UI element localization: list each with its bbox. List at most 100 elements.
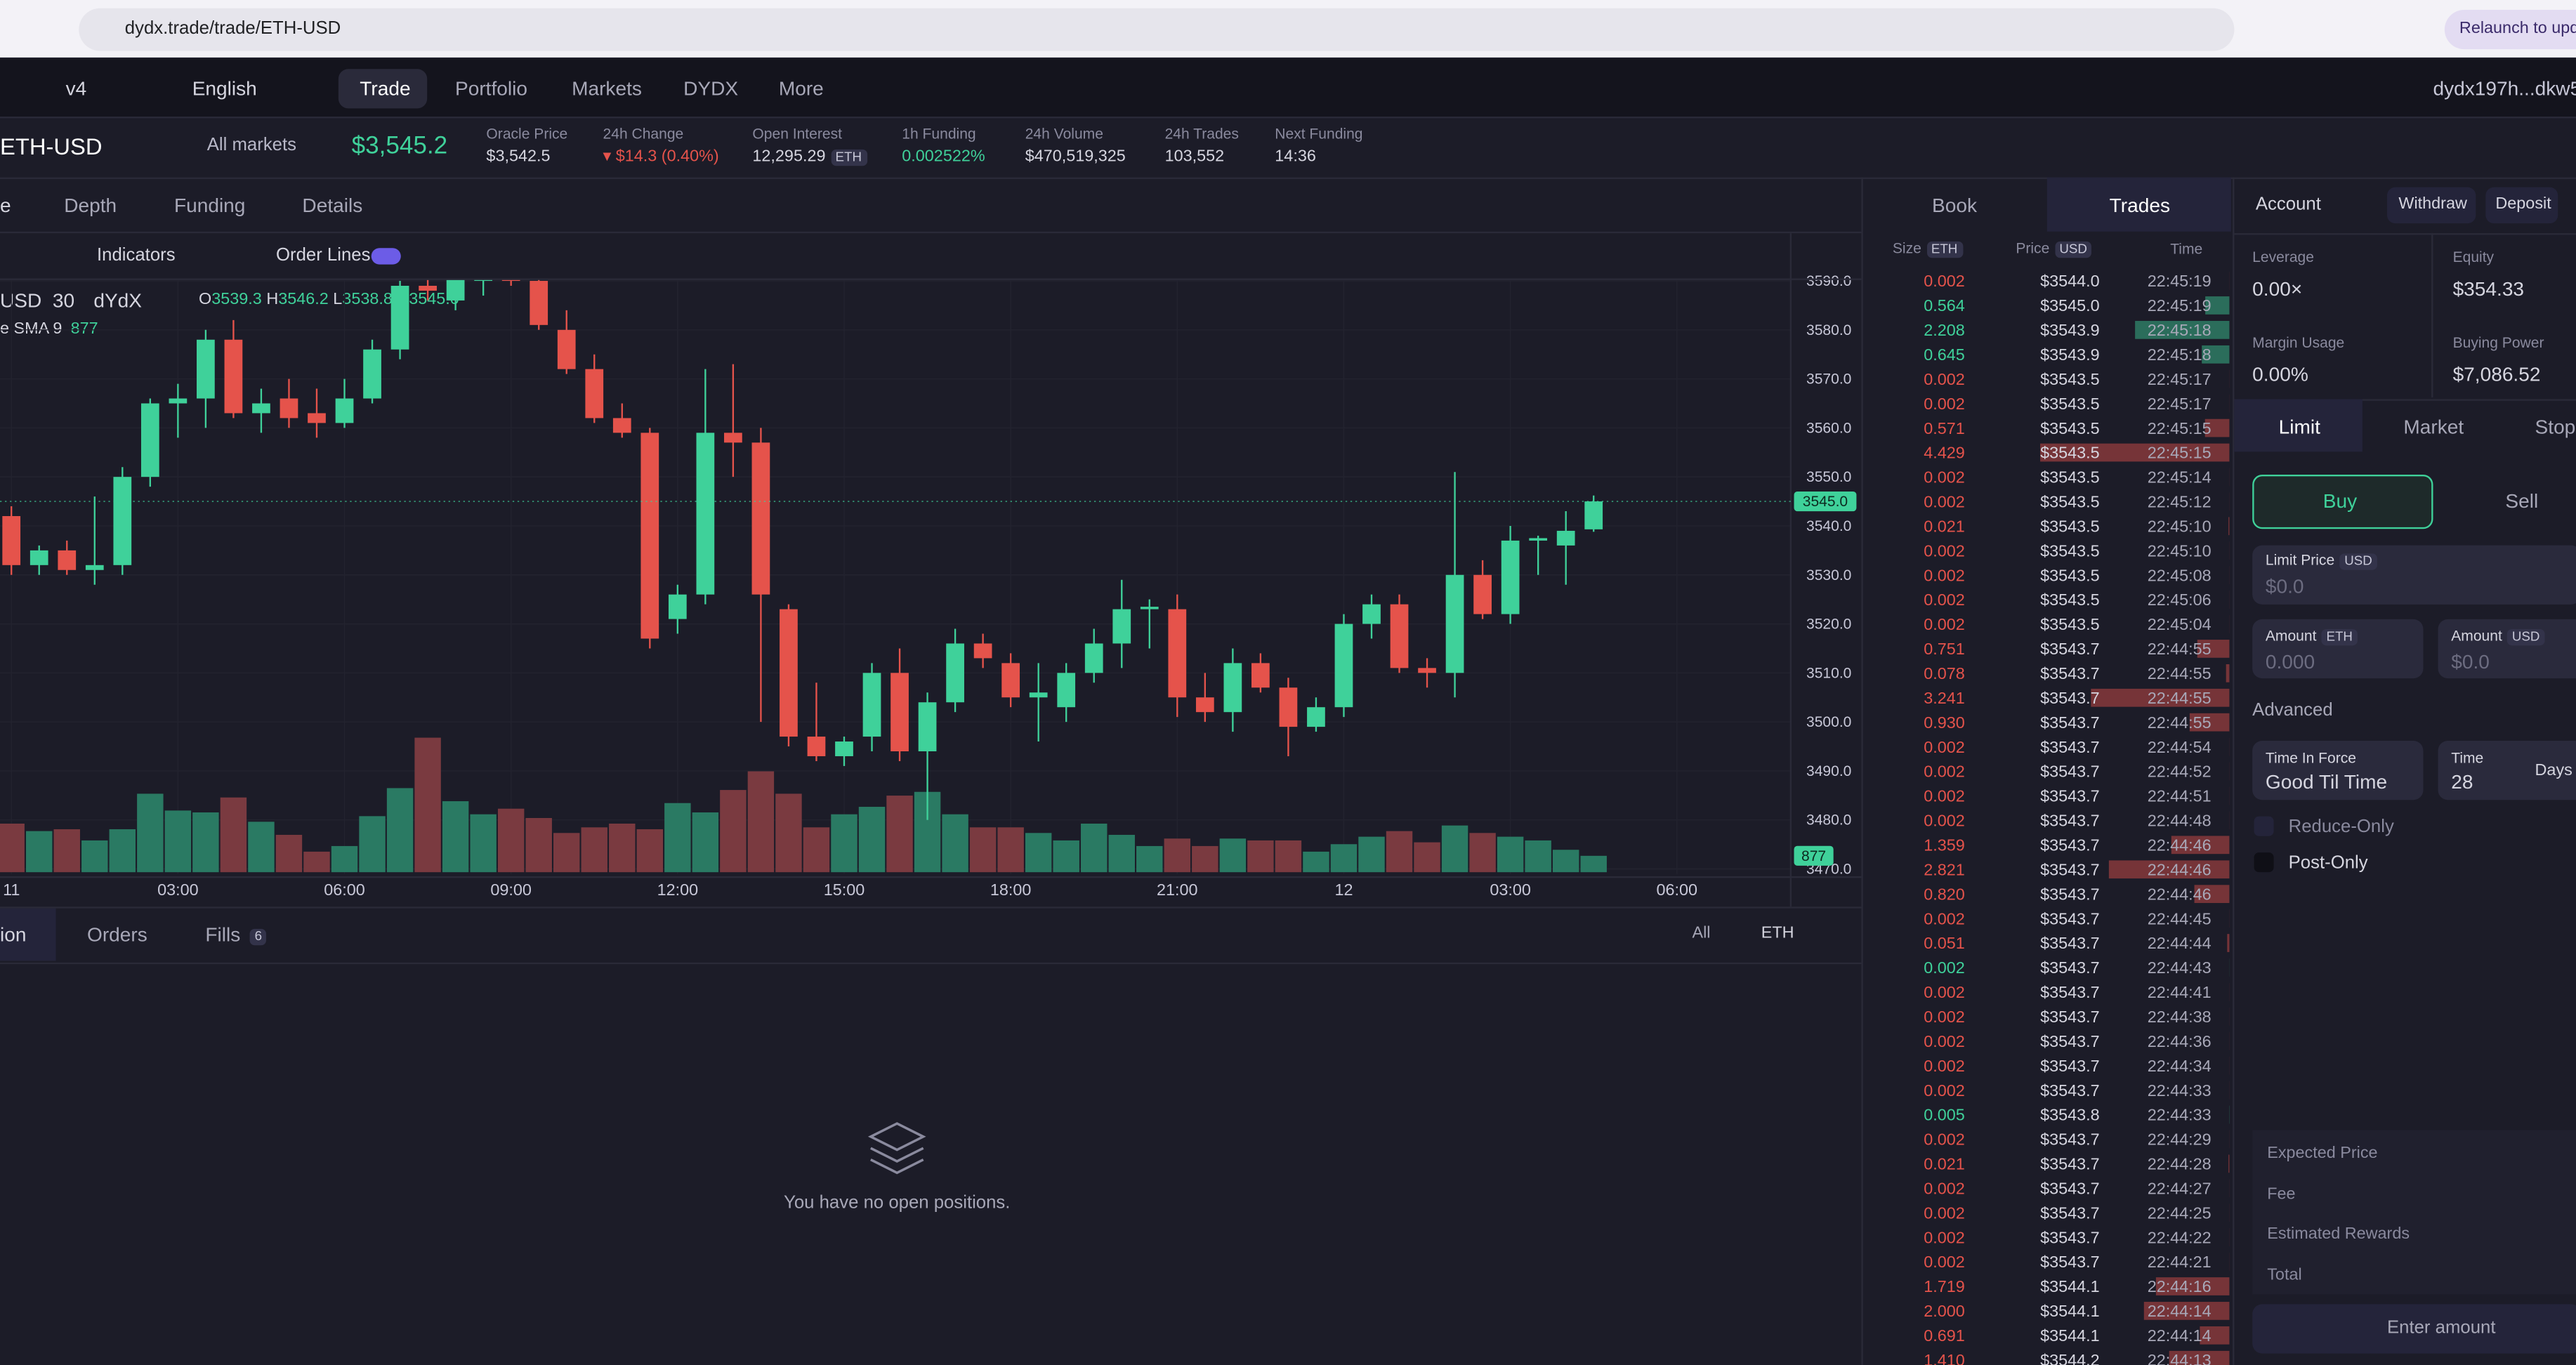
volume-bar bbox=[470, 814, 497, 873]
post-only[interactable]: Post-Only bbox=[2288, 853, 2368, 873]
volume-bar bbox=[1303, 851, 1329, 873]
deposit[interactable]: Deposit bbox=[2495, 195, 2551, 214]
y-tick-label: 3540.0 bbox=[1806, 518, 1851, 534]
book-header: Price USD bbox=[2016, 241, 2092, 258]
advanced[interactable]: Advanced bbox=[2252, 700, 2333, 720]
candle-body bbox=[1251, 663, 1270, 688]
filter-all[interactable]: All bbox=[1692, 925, 1711, 943]
candle-body bbox=[1001, 663, 1020, 698]
order-lines[interactable]: Order Lines bbox=[276, 245, 371, 265]
account-id[interactable]: dydx197h...dkw5 bbox=[2433, 77, 2576, 100]
book-tab[interactable]: Book bbox=[1932, 194, 1978, 217]
url[interactable]: dydx.trade/trade/ETH-USD bbox=[124, 18, 341, 39]
stat-value: 12,295.29 ETH bbox=[752, 149, 867, 166]
time-input[interactable] bbox=[2438, 741, 2576, 800]
order-type[interactable]: Market bbox=[2403, 415, 2464, 439]
legend-exchange: dYdX bbox=[93, 289, 143, 312]
bottom-tab[interactable]: Orders bbox=[86, 923, 147, 947]
order-type[interactable]: Limit bbox=[2278, 415, 2320, 439]
version[interactable]: v4 bbox=[65, 77, 87, 100]
volume-bar bbox=[137, 793, 164, 873]
candle-body bbox=[946, 643, 964, 703]
volume-bar bbox=[1164, 838, 1191, 873]
withdraw[interactable]: Withdraw bbox=[2398, 195, 2467, 214]
relaunch-button[interactable] bbox=[2444, 10, 2576, 50]
volume-bar bbox=[775, 793, 802, 873]
volume-bar bbox=[1580, 855, 1607, 873]
withdraw-button[interactable] bbox=[2387, 187, 2476, 224]
submit-button[interactable] bbox=[2252, 1304, 2576, 1354]
x-tick-label: 06:00 bbox=[1657, 881, 1697, 899]
tif-select[interactable] bbox=[2252, 741, 2424, 800]
volume-bar bbox=[220, 797, 247, 873]
candle-body bbox=[612, 418, 631, 433]
deposit-button[interactable] bbox=[2485, 187, 2558, 224]
metric-label: Leverage bbox=[2252, 249, 2314, 265]
volume-bar bbox=[553, 833, 580, 873]
chart-tab[interactable]: Details bbox=[302, 194, 363, 217]
candle-body bbox=[390, 285, 409, 350]
stat-value: ▾ $14.3 (0.40%) bbox=[603, 149, 719, 166]
nav-item[interactable]: DYDX bbox=[683, 77, 739, 100]
buy[interactable]: Buy bbox=[2322, 489, 2358, 513]
volume-bar bbox=[303, 851, 330, 873]
legend-sma: e SMA 9 bbox=[0, 320, 63, 338]
nav-item[interactable]: Portfolio bbox=[454, 77, 527, 100]
toggle[interactable] bbox=[371, 248, 401, 265]
volume-bar bbox=[997, 827, 1024, 873]
y-tick-label: 3550.0 bbox=[1806, 469, 1851, 485]
volume-bar bbox=[1525, 840, 1551, 873]
candle-body bbox=[862, 673, 881, 737]
account-title: Account bbox=[2255, 194, 2321, 215]
nav-item[interactable]: Trade bbox=[360, 77, 411, 100]
amount-input[interactable] bbox=[2438, 619, 2576, 679]
indicators[interactable]: Indicators bbox=[97, 245, 176, 265]
url-field[interactable] bbox=[79, 8, 2235, 51]
value: 14:36 bbox=[1275, 147, 1316, 166]
candle-body bbox=[835, 741, 853, 756]
volume-bar bbox=[803, 827, 830, 873]
bottom-tab[interactable]: ion bbox=[0, 923, 27, 947]
volume-bar bbox=[1330, 844, 1358, 873]
checkbox[interactable] bbox=[2254, 852, 2274, 873]
checkbox[interactable] bbox=[2254, 816, 2274, 836]
last-price-label: 3545.0 bbox=[1803, 494, 1848, 510]
relaunch[interactable]: Relaunch to upda bbox=[2459, 20, 2576, 38]
volume-bar bbox=[858, 807, 886, 873]
all-markets[interactable]: All markets bbox=[206, 135, 297, 156]
bottom-tab[interactable]: Fills bbox=[205, 923, 241, 947]
nav-item[interactable]: More bbox=[778, 77, 824, 100]
filter-asset[interactable]: ETH bbox=[1761, 925, 1794, 943]
chart-tab[interactable]: Depth bbox=[64, 194, 117, 217]
label: Amount bbox=[2451, 627, 2502, 645]
pair[interactable]: ETH-USD bbox=[0, 133, 103, 159]
nav-item[interactable]: Markets bbox=[572, 77, 642, 100]
order-type[interactable]: Stop bbox=[2535, 415, 2576, 439]
limit-input[interactable] bbox=[2252, 545, 2576, 605]
x-tick-label: 03:00 bbox=[1490, 881, 1531, 899]
candle-body bbox=[1445, 574, 1464, 673]
candle-body bbox=[585, 369, 604, 418]
reduce-only[interactable]: Reduce-Only bbox=[2288, 817, 2394, 837]
volume-bar bbox=[1136, 845, 1163, 873]
chart-tab[interactable]: Funding bbox=[173, 194, 246, 217]
candle-body bbox=[668, 594, 687, 619]
submit[interactable]: Enter amount bbox=[2387, 1318, 2496, 1338]
chart-tab[interactable]: e bbox=[0, 194, 11, 217]
language[interactable]: English bbox=[192, 77, 257, 100]
summary-label: Estimated Rewards bbox=[2267, 1225, 2410, 1244]
stat-label: 24h Volume bbox=[1025, 125, 1103, 143]
y-tick-label: 3510.0 bbox=[1806, 665, 1851, 681]
volume-bar bbox=[747, 771, 775, 873]
book-tab[interactable]: Trades bbox=[2109, 194, 2170, 217]
candle-body bbox=[807, 737, 826, 756]
sell[interactable]: Sell bbox=[2505, 489, 2539, 513]
input-label: Amount ETH bbox=[2266, 628, 2358, 646]
metric-value: 0.00% bbox=[2252, 362, 2308, 386]
y-tick-label: 3570.0 bbox=[1806, 371, 1851, 388]
candle-body bbox=[1084, 643, 1103, 673]
volume-bar bbox=[1081, 823, 1108, 873]
buy-button[interactable] bbox=[2252, 475, 2433, 529]
volume-bar bbox=[1108, 834, 1135, 873]
volume-bar bbox=[53, 829, 80, 873]
